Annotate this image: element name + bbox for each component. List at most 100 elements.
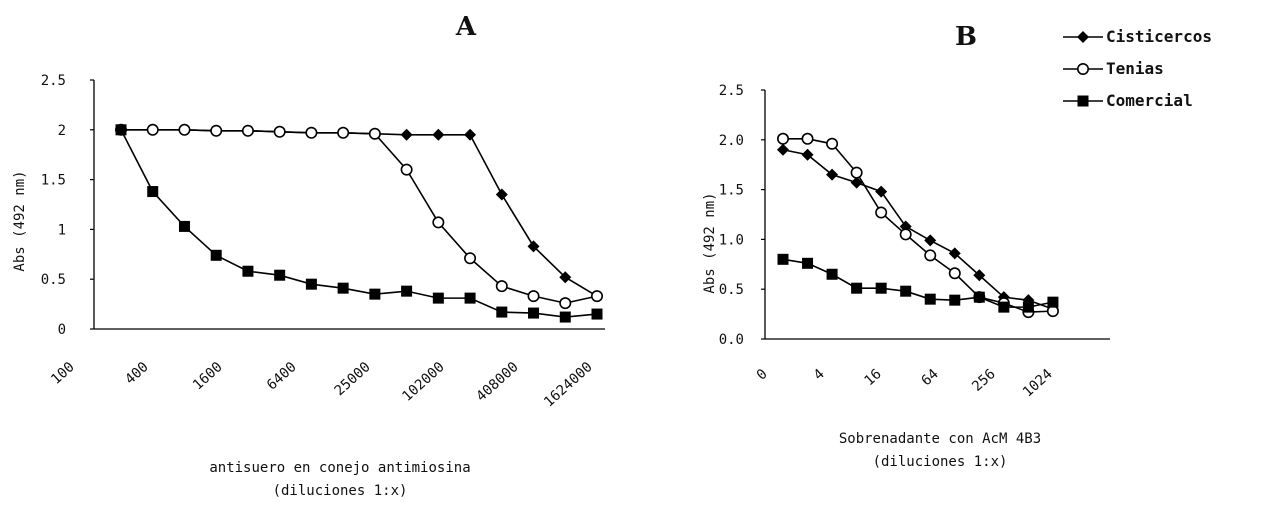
- legend-marker-cisticercos: [1077, 31, 1089, 43]
- chart-a-point-comercial: [591, 308, 603, 320]
- chart-b-y-tick-label: 1.5: [719, 183, 744, 199]
- chart-b-point-comercial: [851, 282, 863, 294]
- chart-b-point-cisticercos: [948, 247, 961, 260]
- chart-a-point-comercial: [210, 249, 222, 261]
- chart-a-point-comercial: [305, 278, 317, 290]
- chart-b-point-cisticercos: [973, 269, 986, 282]
- chart-b-xlabel-line1: Sobrenadante con AcM 4B3: [839, 431, 1041, 447]
- chart-a-point-comercial: [178, 220, 190, 232]
- legend-marker-tenias: [1077, 62, 1090, 75]
- chart-a-point-tenias: [590, 290, 603, 303]
- chart-b-x-tick-label: 256: [969, 366, 999, 395]
- chart-a-point-tenias: [495, 280, 508, 293]
- chart-a-x-tick-label: 1600: [190, 359, 226, 393]
- chart-a-point-tenias: [400, 163, 413, 176]
- chart-a-point-cisticercos: [400, 128, 413, 141]
- chart-b-point-comercial: [998, 301, 1010, 313]
- chart-b-point-comercial: [802, 257, 814, 269]
- chart-a-series-line-cisticercos: [121, 129, 598, 297]
- chart-a-xlabel-line2: (diluciones 1:x): [273, 483, 408, 499]
- chart-a-x-tick-label: 1624000: [541, 359, 596, 410]
- chart-a-point-comercial: [559, 311, 571, 323]
- chart-b-series-line-tenias: [783, 138, 1053, 313]
- chart-b-series-line-cisticercos: [782, 148, 1054, 310]
- chart-a-point-comercial: [147, 186, 159, 198]
- chart-b-point-tenias: [776, 132, 789, 145]
- chart-a-point-tenias: [210, 124, 223, 137]
- chart-b-point-comercial: [949, 294, 961, 306]
- chart-b-point-tenias: [850, 166, 863, 179]
- chart-b-x-tick-label: 1024: [1020, 366, 1056, 400]
- chart-a-y-tick-label: 0: [58, 322, 66, 338]
- chart-a-point-comercial: [337, 282, 349, 294]
- chart-a-y-tick-label: 2.5: [41, 73, 66, 89]
- chart-b-point-cisticercos: [801, 148, 814, 161]
- chart-b-title: B: [955, 22, 977, 52]
- chart-a-x-axis: 100 400 1600 6400 25000 102000 408000 1624000: [48, 328, 605, 410]
- chart-a-point-tenias: [146, 123, 159, 136]
- chart-b-point-comercial: [1022, 301, 1034, 313]
- chart-b-point-comercial: [973, 291, 985, 303]
- chart-b-y-tick-label: 2.0: [719, 133, 744, 149]
- chart-a-point-cisticercos: [559, 271, 572, 284]
- chart-a-point-tenias: [559, 297, 572, 310]
- chart-a-y-axis: 0 0.5 1 1.5 2 2.5: [41, 73, 95, 338]
- chart-b: B Abs (492 nm) Sobrenadante con AcM 4B3 …: [702, 22, 1110, 470]
- chart-b-point-comercial: [826, 268, 838, 280]
- chart-a-point-cisticercos: [527, 240, 540, 253]
- chart-a-ylabel: Abs (492 nm): [12, 170, 28, 271]
- chart-a-point-comercial: [432, 292, 444, 304]
- chart-a-series-line-tenias: [121, 129, 598, 304]
- chart-a-point-tenias: [178, 123, 191, 136]
- chart-a-series-line-comercial: [120, 129, 598, 318]
- chart-b-y-tick-label: 0.5: [719, 282, 744, 298]
- chart-a-series-group: [115, 123, 603, 323]
- chart-b-point-comercial: [1047, 296, 1059, 308]
- chart-b-y-tick-label: 2.5: [719, 83, 744, 99]
- chart-b-point-cisticercos: [875, 185, 888, 198]
- chart-a-point-comercial: [115, 124, 127, 136]
- chart-a-point-comercial: [242, 265, 254, 277]
- chart-b-point-tenias: [875, 206, 888, 219]
- chart-a-x-tick-label: 400: [122, 359, 152, 388]
- legend-label-tenias: Tenias: [1106, 59, 1164, 78]
- chart-b-y-axis: 0.0 0.5 1.0 1.5 2.0 2.5: [719, 83, 766, 348]
- chart-a-y-tick-label: 1.5: [41, 173, 66, 189]
- chart-a-y-tick-label: 1: [58, 222, 66, 238]
- chart-b-y-tick-label: 0.0: [719, 332, 744, 348]
- chart-b-point-tenias: [826, 137, 839, 150]
- chart-a-x-tick-label: 102000: [399, 359, 447, 405]
- legend-label-cisticercos: Cisticercos: [1106, 27, 1212, 46]
- chart-a-point-comercial: [401, 285, 413, 297]
- chart-b-point-comercial: [777, 253, 789, 265]
- chart-a-point-cisticercos: [432, 128, 445, 141]
- chart-b-point-tenias: [948, 267, 961, 280]
- chart-a-point-comercial: [496, 306, 508, 318]
- chart-b-point-comercial: [924, 293, 936, 305]
- chart-a-point-tenias: [527, 290, 540, 303]
- chart-b-point-cisticercos: [826, 168, 839, 181]
- chart-a-x-tick-label: 100: [48, 359, 78, 388]
- chart-a-y-tick-label: 0.5: [41, 272, 66, 288]
- chart-b-series-line-comercial: [782, 258, 1054, 308]
- chart-a-point-cisticercos: [495, 188, 508, 201]
- chart-b-point-cisticercos: [777, 143, 789, 156]
- chart-a: A Abs (492 nm) antisuero en conejo antim…: [12, 12, 605, 499]
- chart-b-point-comercial: [900, 285, 912, 297]
- chart-a-title: A: [455, 12, 477, 42]
- chart-a-y-tick-label: 2: [58, 123, 66, 139]
- chart-a-x-tick-label: 25000: [332, 359, 374, 399]
- chart-b-x-axis: 0 4 16 64 256 1024: [754, 338, 1110, 401]
- chart-a-point-comercial: [528, 307, 540, 319]
- chart-a-point-tenias: [432, 216, 445, 229]
- chart-a-x-tick-label: 408000: [473, 359, 521, 405]
- chart-b-x-tick-label: 0: [754, 366, 771, 384]
- chart-b-x-tick-label: 4: [811, 366, 828, 384]
- chart-b-xlabel-line2: (diluciones 1:x): [873, 454, 1008, 470]
- chart-a-x-tick-label: 6400: [264, 359, 300, 393]
- chart-b-ylabel: Abs (492 nm): [702, 192, 718, 293]
- chart-a-point-tenias: [337, 126, 350, 139]
- chart-a-point-tenias: [464, 252, 477, 265]
- chart-b-point-tenias: [801, 132, 814, 145]
- chart-b-point-tenias: [899, 228, 912, 241]
